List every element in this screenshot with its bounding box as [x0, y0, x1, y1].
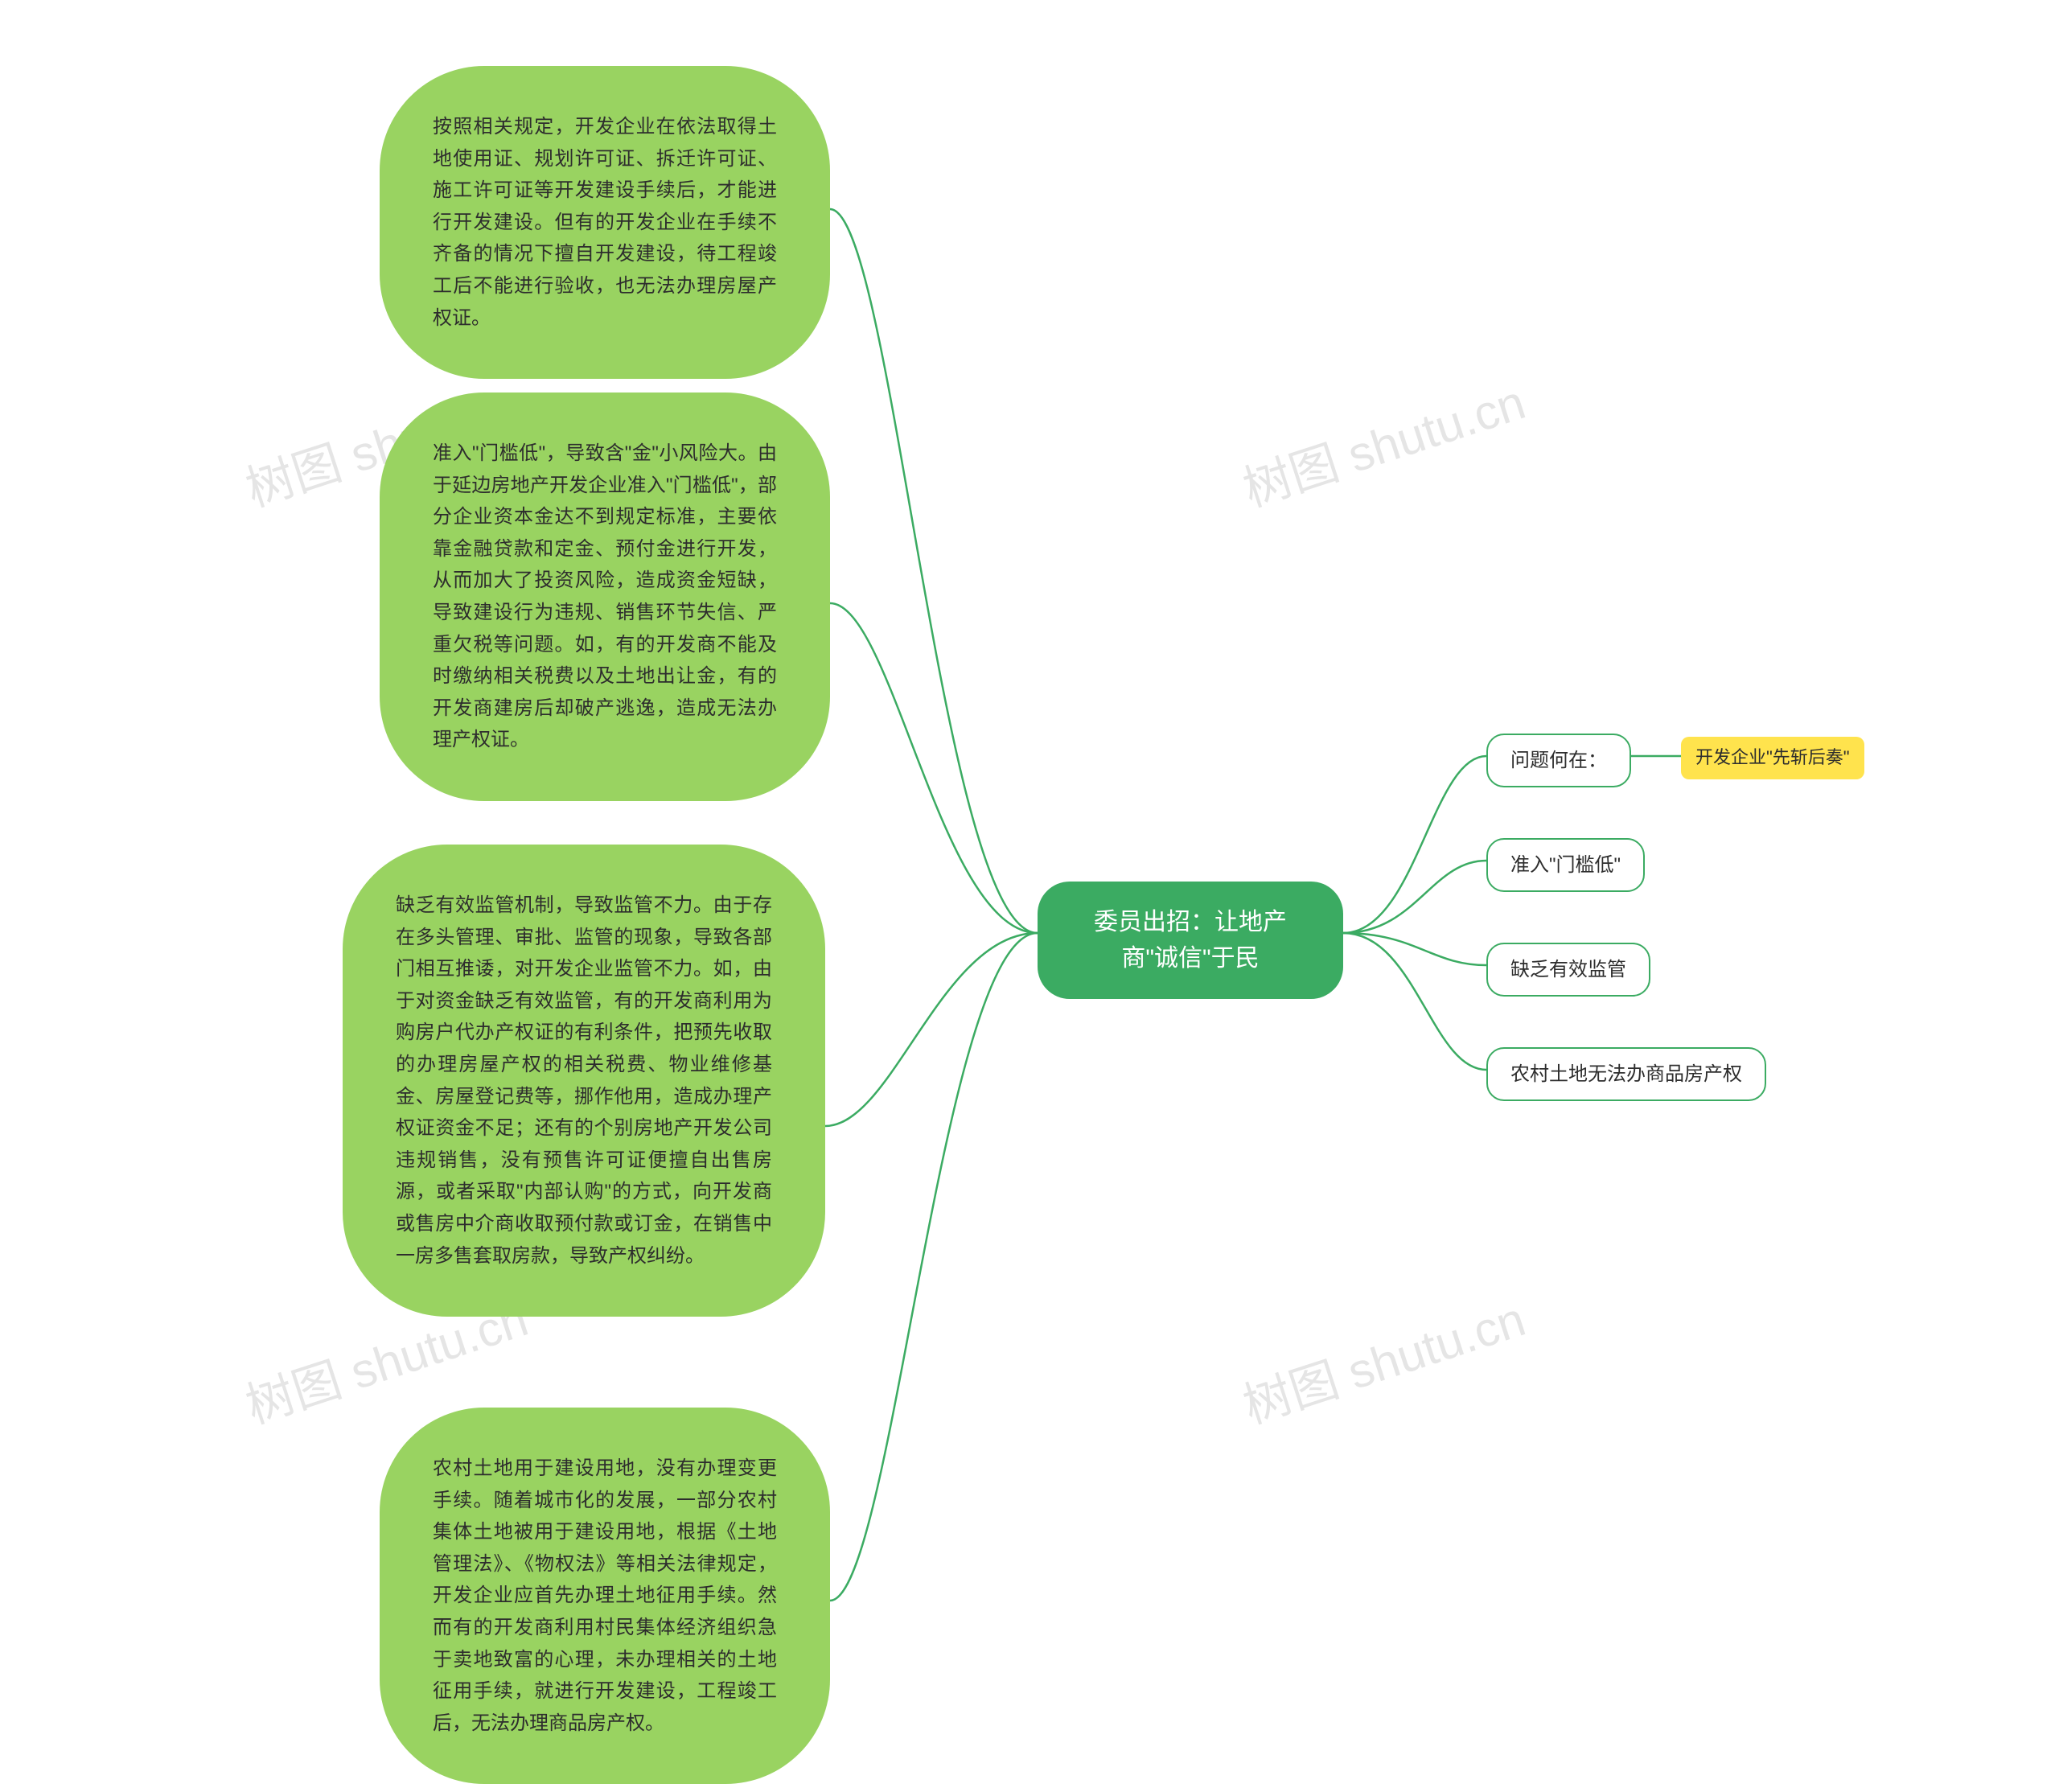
center-node-text: 委员出招：让地产商"诚信"于民 — [1094, 909, 1287, 972]
topic-text: 缺乏有效监管 — [1510, 959, 1626, 980]
connector — [830, 603, 1038, 933]
detail-text: 农村土地用于建设用地，没有办理变更手续。随着城市化的发展，一部分农村集体土地被用… — [433, 1457, 777, 1734]
mindmap-canvas: 树图 shutu.cn 树图 shutu.cn 树图 shutu.cn 树图 s… — [0, 0, 2059, 1792]
connector-layer — [0, 0, 2059, 1792]
topic-text: 准入"门槛低" — [1510, 854, 1621, 876]
detail-text: 缺乏有效监管机制，导致监管不力。由于存在多头管理、审批、监管的现象，导致各部门相… — [396, 894, 772, 1267]
connector — [830, 933, 1038, 1601]
connector — [830, 209, 1038, 933]
connector — [1343, 933, 1486, 965]
connector — [1343, 933, 1486, 1070]
topic-text: 问题何在： — [1510, 750, 1607, 771]
sub-node-1[interactable]: 开发企业"先斩后奏" — [1681, 737, 1864, 779]
detail-text: 准入"门槛低"，导致含"金"小风险大。由于延边房地产开发企业准入"门槛低"，部分… — [433, 442, 777, 750]
detail-node-1[interactable]: 按照相关规定，开发企业在依法取得土地使用证、规划许可证、拆迁许可证、施工许可证等… — [380, 66, 830, 379]
detail-node-3[interactable]: 缺乏有效监管机制，导致监管不力。由于存在多头管理、审批、监管的现象，导致各部门相… — [343, 845, 825, 1317]
watermark: 树图 shutu.cn — [1233, 1280, 1533, 1437]
topic-node-1[interactable]: 问题何在： — [1486, 734, 1631, 787]
center-node[interactable]: 委员出招：让地产商"诚信"于民 — [1038, 882, 1343, 999]
watermark: 树图 shutu.cn — [1233, 364, 1533, 520]
connector — [825, 933, 1038, 1126]
detail-node-2[interactable]: 准入"门槛低"，导致含"金"小风险大。由于延边房地产开发企业准入"门槛低"，部分… — [380, 393, 830, 801]
topic-node-2[interactable]: 准入"门槛低" — [1486, 838, 1645, 892]
connector — [1343, 861, 1486, 933]
detail-text: 按照相关规定，开发企业在依法取得土地使用证、规划许可证、拆迁许可证、施工许可证等… — [433, 116, 777, 329]
detail-node-4[interactable]: 农村土地用于建设用地，没有办理变更手续。随着城市化的发展，一部分农村集体土地被用… — [380, 1408, 830, 1784]
sub-text: 开发企业"先斩后奏" — [1695, 747, 1850, 767]
connector — [1343, 756, 1486, 933]
topic-node-4[interactable]: 农村土地无法办商品房产权 — [1486, 1047, 1766, 1101]
topic-text: 农村土地无法办商品房产权 — [1510, 1063, 1742, 1085]
topic-node-3[interactable]: 缺乏有效监管 — [1486, 943, 1650, 997]
